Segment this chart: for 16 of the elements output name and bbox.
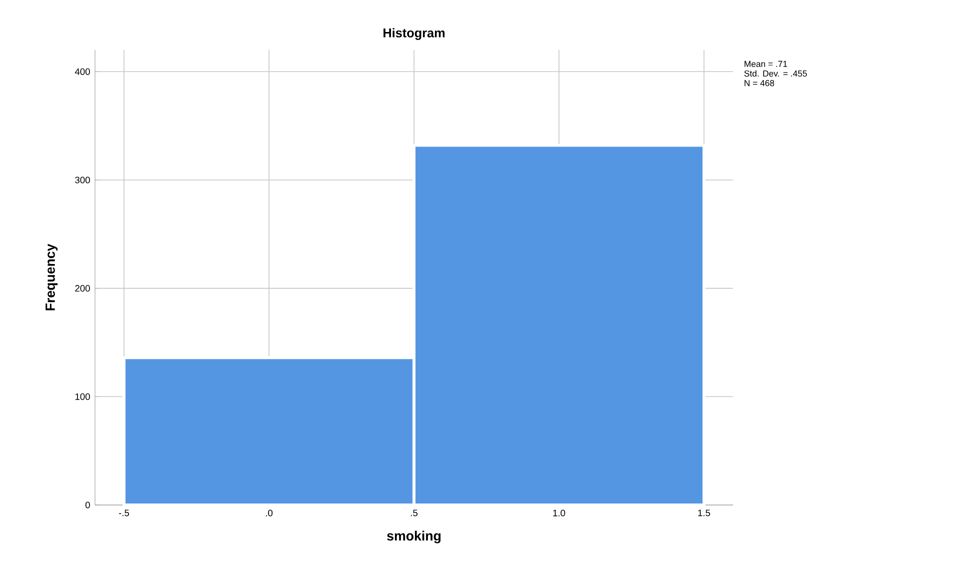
x-tick-label: .5 [410,510,418,516]
text: Mean = .71 [744,60,788,67]
y-axis-title: Frequency [46,244,58,310]
chart-title: Histogram [384,28,445,40]
y-tick-label: 400 [74,68,90,75]
x-tick-label: .0 [266,510,273,516]
y-tick-label: 0 [85,502,90,508]
x-tick-label: 1.0 [553,510,566,516]
x-tick-label: -.5 [118,510,130,516]
y-tick-label: 100 [75,393,90,400]
x-tick-label: 1.5 [698,510,710,516]
text: Std. Dev. = .455 [744,70,807,77]
x-axis-title: smoking [387,530,441,544]
y-tick-label: 300 [75,176,90,184]
y-tick-label: 200 [75,285,90,292]
text: N = 468 [744,80,774,86]
